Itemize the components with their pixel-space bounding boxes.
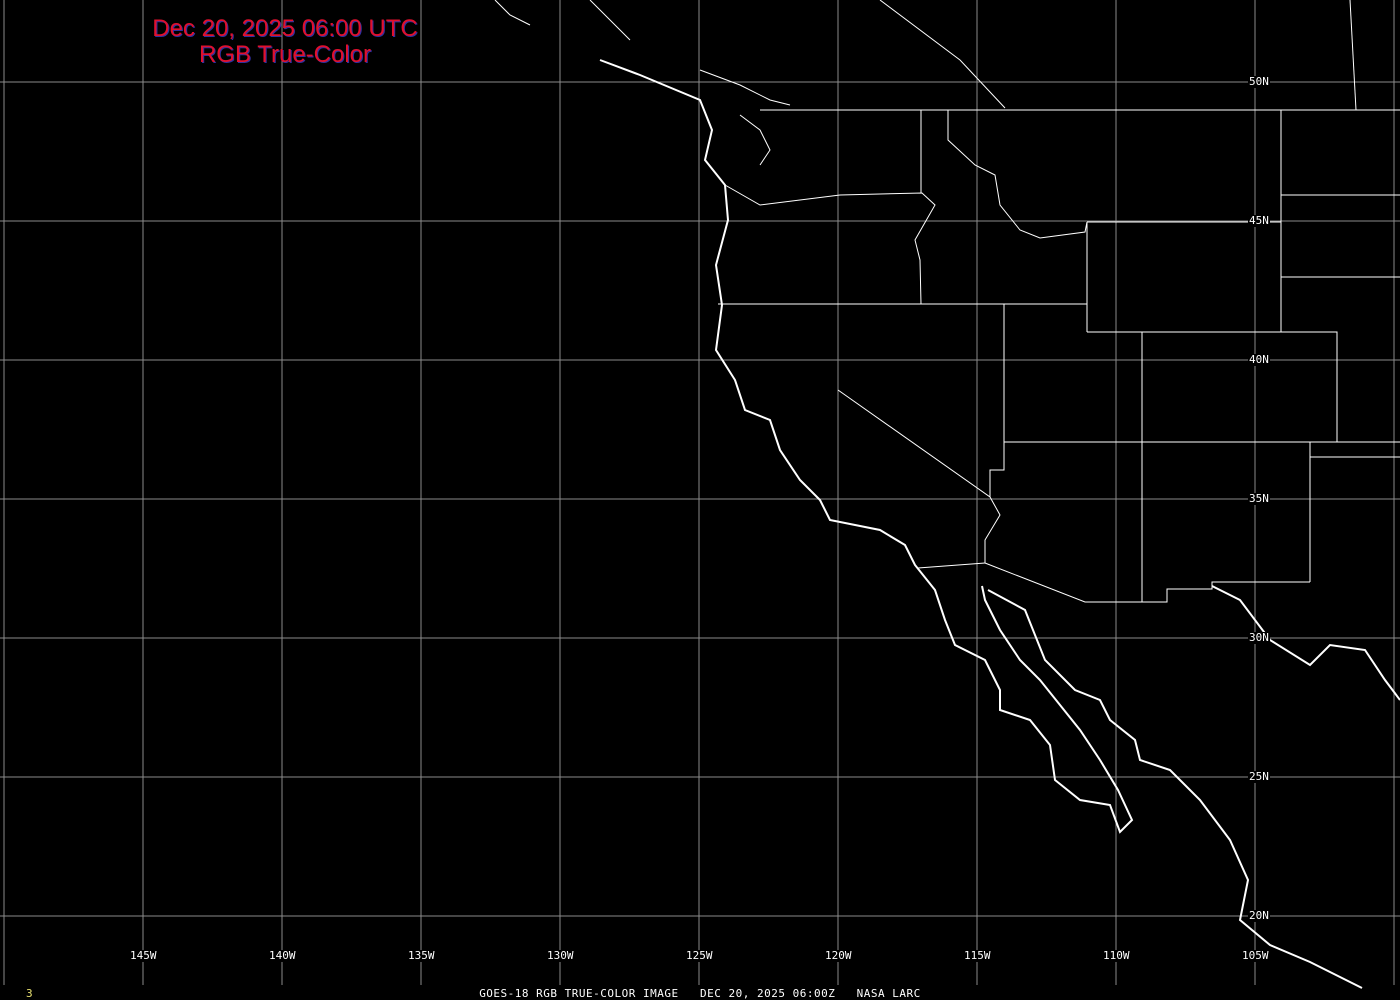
latitude-label: 45N <box>1248 214 1270 227</box>
coastline-pacific <box>599 59 1134 834</box>
footer-caption: GOES-18 RGB TRUE-COLOR IMAGE DEC 20, 202… <box>479 987 921 1000</box>
longitude-label: 115W <box>963 949 992 962</box>
latitude-label: 40N <box>1248 353 1270 366</box>
border-co <box>1087 331 1338 442</box>
coastline-puget <box>699 69 791 106</box>
latitude-label: 25N <box>1248 770 1270 783</box>
longitude-label: 125W <box>685 949 714 962</box>
longitude-label: 120W <box>824 949 853 962</box>
longitude-label: 130W <box>546 949 575 962</box>
border-ca-nv <box>837 389 1001 563</box>
border-canada-province <box>879 0 1006 109</box>
longitude-label: 140W <box>268 949 297 962</box>
border-nv-ut <box>989 304 1005 497</box>
border-id-mt <box>947 110 1088 239</box>
border-wa-or <box>724 184 936 305</box>
coastline-gulf-mexico <box>987 589 1363 989</box>
coastline-gulf-mexico-north <box>1211 585 1400 701</box>
coastline-sound <box>739 114 771 166</box>
longitude-label: 105W <box>1241 949 1270 962</box>
latitude-label: 50N <box>1248 75 1270 88</box>
border-us-mexico <box>984 562 1310 603</box>
longitude-label: 110W <box>1102 949 1131 962</box>
latitude-label: 30N <box>1248 631 1270 644</box>
title-product: RGB True-Color <box>198 41 372 68</box>
longitude-label: 145W <box>129 949 158 962</box>
coastline-bc-islands <box>589 0 631 41</box>
coastline-bc <box>494 0 531 26</box>
latitude-label: 20N <box>1248 909 1270 922</box>
title-datetime: Dec 20, 2025 06:00 UTC <box>152 15 418 42</box>
border-us-mexico <box>917 562 986 569</box>
frame-number: 3 <box>26 987 33 1000</box>
latitude-label: 35N <box>1248 492 1270 505</box>
longitude-label: 135W <box>407 949 436 962</box>
border-canada-province <box>1349 0 1357 111</box>
